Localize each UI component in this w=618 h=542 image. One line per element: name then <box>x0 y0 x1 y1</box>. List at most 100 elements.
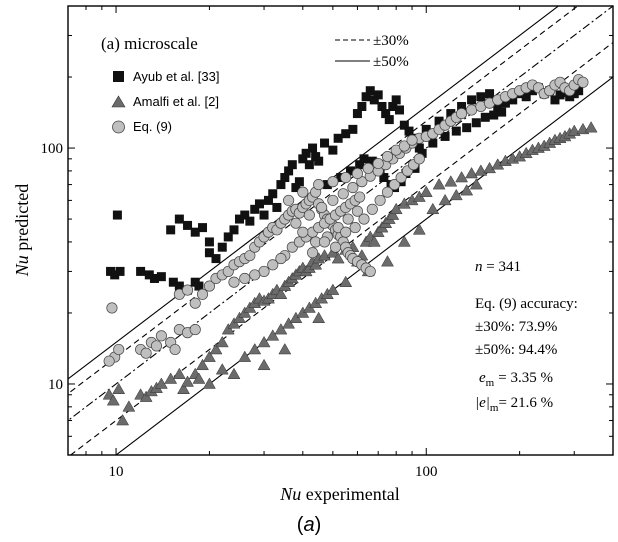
point-series2-122 <box>258 265 270 277</box>
point-series2-153 <box>413 153 425 165</box>
point-series1-87 <box>257 335 271 348</box>
point-series2-5 <box>140 347 152 359</box>
point-series0-104 <box>451 126 461 136</box>
point-series2-80 <box>351 205 363 217</box>
point-series0-67 <box>434 116 444 126</box>
point-series0-29 <box>259 210 269 220</box>
point-series1-109 <box>426 202 440 215</box>
point-series0-58 <box>384 115 394 125</box>
point-series2-136 <box>381 151 394 163</box>
point-series1-110 <box>438 193 452 206</box>
point-series1-1 <box>106 394 120 406</box>
point-series2-133 <box>351 167 363 180</box>
point-series0-44 <box>314 156 324 166</box>
point-series0-20 <box>211 254 221 264</box>
figure-caption: (a) <box>297 514 321 536</box>
point-series0-34 <box>280 173 290 183</box>
point-series2-10 <box>169 343 181 356</box>
x-axis-label-rest: experimental <box>301 484 399 504</box>
point-series2-123 <box>267 259 279 271</box>
y-tick-label: 10 <box>48 377 63 393</box>
point-series2-121 <box>577 76 589 88</box>
accuracy-50: ±50%: 94.4% <box>475 342 557 358</box>
point-series0-95 <box>379 173 389 183</box>
point-series0-87 <box>574 86 584 96</box>
point-series0-85 <box>565 92 575 102</box>
point-series1-112 <box>460 184 474 196</box>
point-series1-66 <box>465 167 479 179</box>
point-series1-104 <box>339 275 353 287</box>
point-series1-21 <box>227 317 241 329</box>
point-series2-85 <box>337 188 349 200</box>
point-series2-0 <box>106 302 118 314</box>
point-series0-2 <box>115 266 125 276</box>
point-series0-48 <box>341 129 351 139</box>
point-series1-18 <box>209 342 223 355</box>
point-series2-126 <box>239 272 251 285</box>
accuracy-title: Eq. (9) accuracy: <box>475 296 578 312</box>
point-series2-83 <box>316 201 328 214</box>
point-series0-50 <box>352 109 362 119</box>
abs-em-value: = 21.6 % <box>498 395 553 411</box>
point-series0-24 <box>234 214 244 224</box>
point-series2-79 <box>342 213 354 225</box>
point-series2-75 <box>297 226 309 238</box>
point-series1-2 <box>112 382 126 394</box>
point-series0-25 <box>240 210 250 220</box>
point-series1-98 <box>227 367 241 379</box>
point-series0-74 <box>500 98 510 108</box>
point-series0-40 <box>301 148 311 158</box>
point-series0-51 <box>357 101 367 111</box>
em-subscript: m <box>486 377 495 389</box>
point-series0-33 <box>276 180 286 190</box>
point-series0-59 <box>388 101 398 111</box>
point-series0-91 <box>355 160 365 170</box>
point-series2-25 <box>244 250 256 262</box>
point-series2-139 <box>406 134 418 146</box>
point-series2-129 <box>297 186 309 198</box>
point-series2-131 <box>327 176 339 188</box>
point-series0-49 <box>348 124 358 134</box>
point-series0-43 <box>311 152 321 162</box>
point-series1-111 <box>449 188 463 201</box>
em-value: = 3.35 % <box>498 370 553 386</box>
point-series2-18 <box>203 280 215 292</box>
point-series0-19 <box>204 248 214 258</box>
x-axis-label: Nu experimental <box>279 484 399 504</box>
point-series1-17 <box>202 350 216 362</box>
point-series0-66 <box>421 124 431 134</box>
point-series0-5 <box>144 270 154 280</box>
point-series0-13 <box>166 225 176 235</box>
point-series0-8 <box>168 277 178 287</box>
point-series2-130 <box>313 179 325 191</box>
point-series0-30 <box>263 195 273 205</box>
point-series0-47 <box>333 133 343 143</box>
point-series0-21 <box>217 242 227 252</box>
abs-em-annotation: |e|m= 21.6 % <box>475 395 553 414</box>
legend-label-amalfi: Amalfi et al. [2] <box>133 94 219 109</box>
point-series2-140 <box>306 247 319 259</box>
n-value: = 341 <box>483 259 521 275</box>
abs-em-subscript: m <box>490 402 499 414</box>
legend-label-ayub: Ayub et al. [33] <box>133 69 220 84</box>
point-series0-4 <box>136 266 146 276</box>
point-series1-63 <box>432 178 446 190</box>
accuracy-30: ±30%: 73.9% <box>475 319 557 335</box>
point-series0-9 <box>174 281 184 291</box>
legend-label-eq9: Eq. (9) <box>133 119 172 134</box>
point-series2-138 <box>398 140 410 152</box>
point-series2-15 <box>181 284 194 296</box>
point-series1-19 <box>215 335 229 348</box>
point-series0-23 <box>229 225 239 235</box>
point-series0-90 <box>346 166 356 176</box>
point-series1-103 <box>312 311 326 323</box>
point-series0-26 <box>245 216 255 226</box>
point-series1-52 <box>367 235 381 247</box>
point-series1-88 <box>266 329 280 341</box>
point-series0-70 <box>467 95 477 105</box>
point-series0-14 <box>174 214 184 224</box>
x-axis-label-italic: Nu <box>279 484 301 504</box>
point-series1-85 <box>238 350 252 362</box>
point-series0-75 <box>508 95 518 105</box>
y-tick-label: 100 <box>41 141 64 157</box>
